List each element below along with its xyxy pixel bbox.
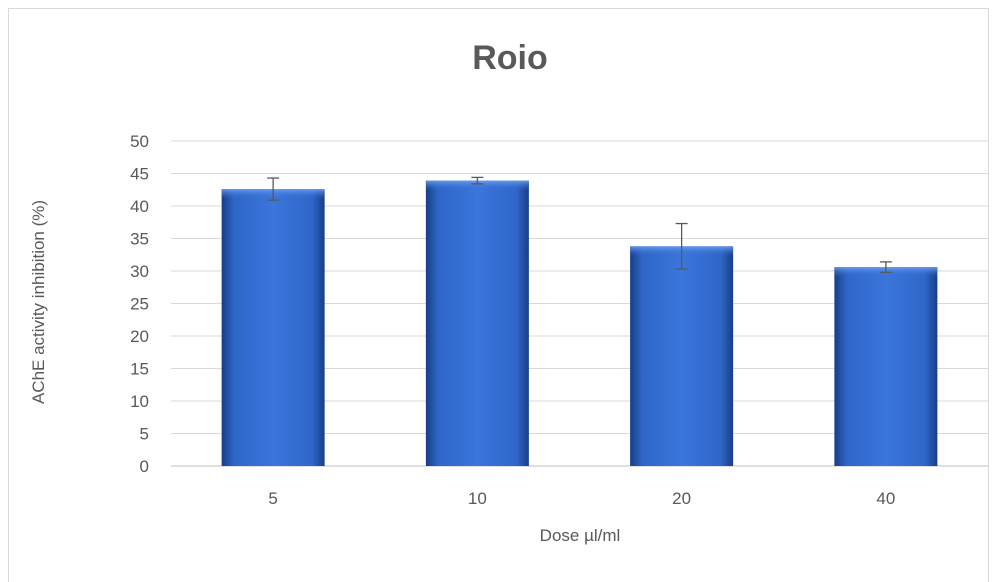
bar-body <box>425 180 529 466</box>
bars <box>221 180 938 466</box>
x-tick-label: 20 <box>672 489 691 508</box>
chart-title: Roio <box>472 39 548 77</box>
y-tick-label: 0 <box>140 457 149 476</box>
bar <box>834 267 938 466</box>
x-tick-label: 10 <box>468 489 487 508</box>
y-axis-label: AChE activity inhibition (%) <box>29 200 48 404</box>
bar-body <box>630 246 734 466</box>
y-tick-label: 40 <box>130 197 149 216</box>
y-tick-label: 30 <box>130 262 149 281</box>
error-bar <box>675 222 688 270</box>
error-bars <box>267 176 892 273</box>
y-tick-label: 50 <box>130 132 149 151</box>
bar-body <box>834 267 938 466</box>
y-tick-label: 35 <box>130 230 149 249</box>
bar <box>630 246 734 466</box>
x-tick-label: 5 <box>268 489 277 508</box>
x-axis-ticks: 5 10 20 40 <box>268 489 895 508</box>
y-tick-label: 15 <box>130 360 149 379</box>
bar-body <box>221 189 325 466</box>
y-tick-label: 25 <box>130 295 149 314</box>
y-axis-ticks: 0 5 10 15 20 25 30 35 40 45 50 <box>130 132 149 476</box>
y-tick-label: 5 <box>140 425 149 444</box>
error-bar <box>879 261 892 273</box>
y-tick-label: 10 <box>130 392 149 411</box>
bar <box>425 180 529 466</box>
y-tick-label: 45 <box>130 165 149 184</box>
x-tick-label: 40 <box>876 489 895 508</box>
error-bar <box>471 176 484 185</box>
bar-highlight <box>425 180 529 191</box>
x-axis-label: Dose µl/ml <box>540 526 621 545</box>
bar <box>221 189 325 466</box>
y-tick-label: 20 <box>130 327 149 346</box>
error-bar <box>267 177 280 201</box>
